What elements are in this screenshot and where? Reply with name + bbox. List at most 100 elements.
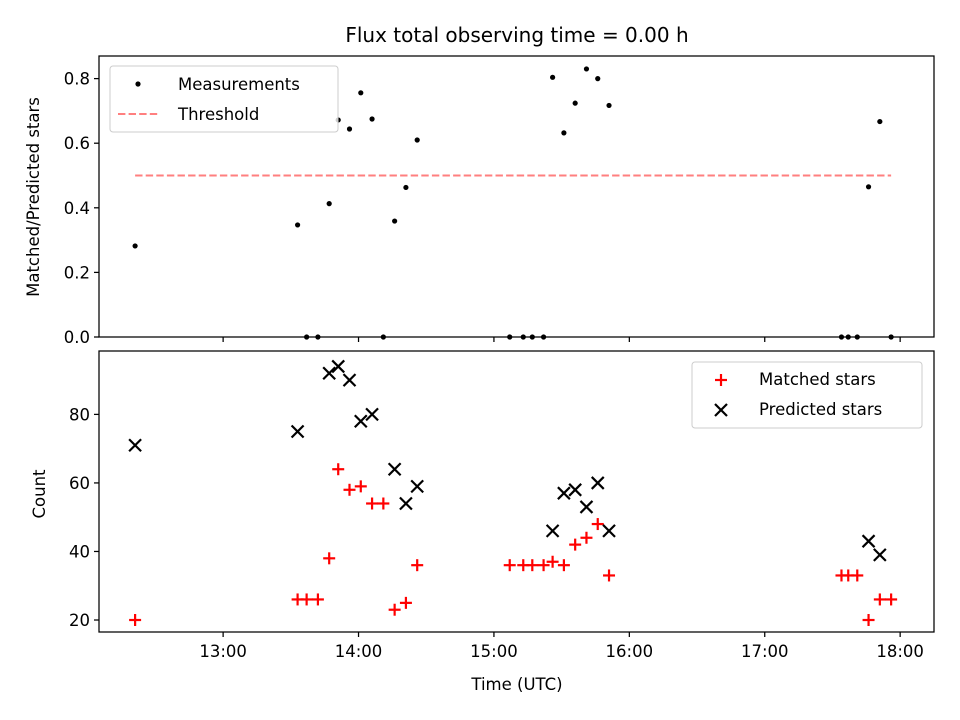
matched-star-point	[411, 559, 424, 572]
predicted-star-point	[602, 524, 616, 538]
bottom-ytick-label: 60	[69, 474, 90, 493]
xtick-label: 17:00	[741, 642, 789, 661]
matched-star-point	[537, 559, 550, 572]
x-axis-label: Time (UTC)	[470, 675, 562, 694]
matched-star-point	[580, 531, 593, 544]
measurement-point	[583, 66, 590, 72]
predicted-star-point	[590, 476, 605, 490]
measurement-point	[877, 118, 883, 125]
matched-star-point	[862, 614, 875, 627]
bottom-legend-box	[691, 361, 923, 429]
matched-star-point	[557, 559, 570, 572]
measurement-point	[561, 130, 567, 136]
measurement-point	[550, 74, 556, 80]
measurement-point	[403, 184, 409, 191]
matched-star-point	[885, 593, 898, 606]
measurement-point	[392, 218, 398, 224]
top-ytick-label: 0.8	[64, 70, 90, 89]
legend-matched-marker	[715, 374, 727, 386]
matched-star-point	[569, 538, 582, 551]
matched-star-point	[323, 552, 336, 565]
matched-star-point	[399, 596, 412, 609]
bottom-ytick-label: 80	[69, 405, 90, 424]
xtick-label: 18:00	[876, 642, 924, 661]
xtick-label: 16:00	[606, 642, 654, 661]
predicted-star-point	[322, 366, 336, 381]
matched-star-point	[377, 497, 390, 510]
predicted-star-point	[557, 486, 571, 500]
bottom-ytick-label: 20	[69, 611, 90, 630]
legend-measurements-label: Measurements	[178, 75, 300, 94]
predicted-star-point	[399, 496, 413, 511]
bottom-axes-frame	[98, 350, 935, 633]
predicted-star-point	[128, 438, 142, 453]
top-y-axis-label: Matched/Predicted stars	[24, 97, 43, 297]
legend-measurements-marker	[135, 81, 141, 87]
matched-star-point	[546, 555, 559, 568]
top-ytick-label: 0.2	[64, 263, 90, 282]
matched-star-point	[603, 569, 616, 582]
chart-title: Flux total observing time = 0.00 h	[345, 23, 688, 47]
xtick-label: 14:00	[335, 642, 383, 661]
predicted-star-point	[365, 407, 379, 422]
measurement-point	[326, 201, 332, 207]
measurement-point	[595, 76, 601, 82]
measurement-point	[132, 243, 138, 249]
ratio-panel: Flux total observing time = 0.00 h 0.00.…	[24, 23, 935, 347]
predicted-star-point	[579, 500, 594, 514]
measurement-point	[865, 184, 872, 190]
measurement-point	[358, 90, 364, 96]
measurement-point	[414, 137, 420, 143]
predicted-star-point	[354, 414, 368, 429]
matched-star-point	[129, 614, 142, 627]
bottom-plot-marks	[128, 359, 898, 627]
matched-star-point	[503, 559, 516, 572]
top-ytick-label: 0.6	[64, 134, 90, 153]
top-legend: Measurements Threshold	[109, 65, 339, 133]
measurement-point	[606, 102, 612, 109]
top-legend-box	[109, 65, 339, 133]
top-y-ticks: 0.0 0.2 0.4 0.6 0.8	[64, 70, 99, 347]
measurement-point	[572, 100, 578, 106]
predicted-star-point	[331, 359, 345, 374]
measurement-point	[369, 116, 375, 122]
top-x-ticks	[222, 337, 901, 342]
bottom-x-ticks: 13:00 14:00 15:00 16:00 17:00 18:00	[199, 632, 924, 661]
predicted-star-point	[387, 462, 402, 477]
predicted-star-point	[342, 373, 357, 387]
bottom-ytick-label: 40	[69, 542, 90, 561]
measurement-point	[346, 126, 353, 132]
bottom-legend: Matched stars Predicted stars	[691, 361, 923, 429]
xtick-label: 13:00	[199, 642, 247, 661]
legend-predicted-marker	[714, 403, 728, 417]
predicted-star-point	[290, 424, 305, 439]
matched-star-point	[343, 483, 356, 496]
matched-star-point	[591, 518, 604, 531]
legend-predicted-label: Predicted stars	[759, 400, 882, 419]
top-ytick-label: 0.4	[64, 199, 90, 218]
matched-star-point	[851, 569, 864, 582]
matched-star-point	[366, 497, 379, 510]
xtick-label: 15:00	[470, 642, 518, 661]
predicted-star-point	[568, 483, 582, 497]
top-axes-frame	[98, 55, 935, 338]
matched-star-point	[332, 463, 345, 476]
legend-matched-label: Matched stars	[759, 370, 876, 389]
matched-star-point	[388, 603, 401, 616]
top-ytick-label: 0.0	[64, 328, 90, 347]
matched-star-point	[873, 593, 886, 606]
predicted-star-point	[873, 548, 887, 562]
predicted-star-point	[545, 524, 560, 538]
bottom-y-axis-label: Count	[30, 469, 49, 519]
bottom-y-ticks: 20 40 60 80	[69, 405, 99, 630]
matched-star-point	[300, 593, 313, 606]
legend-threshold-label: Threshold	[177, 105, 259, 124]
matched-star-point	[354, 480, 367, 493]
matched-star-point	[311, 593, 324, 606]
predicted-star-point	[861, 534, 876, 548]
measurement-point	[294, 222, 301, 228]
matched-star-point	[526, 559, 539, 572]
predicted-star-point	[410, 479, 424, 494]
